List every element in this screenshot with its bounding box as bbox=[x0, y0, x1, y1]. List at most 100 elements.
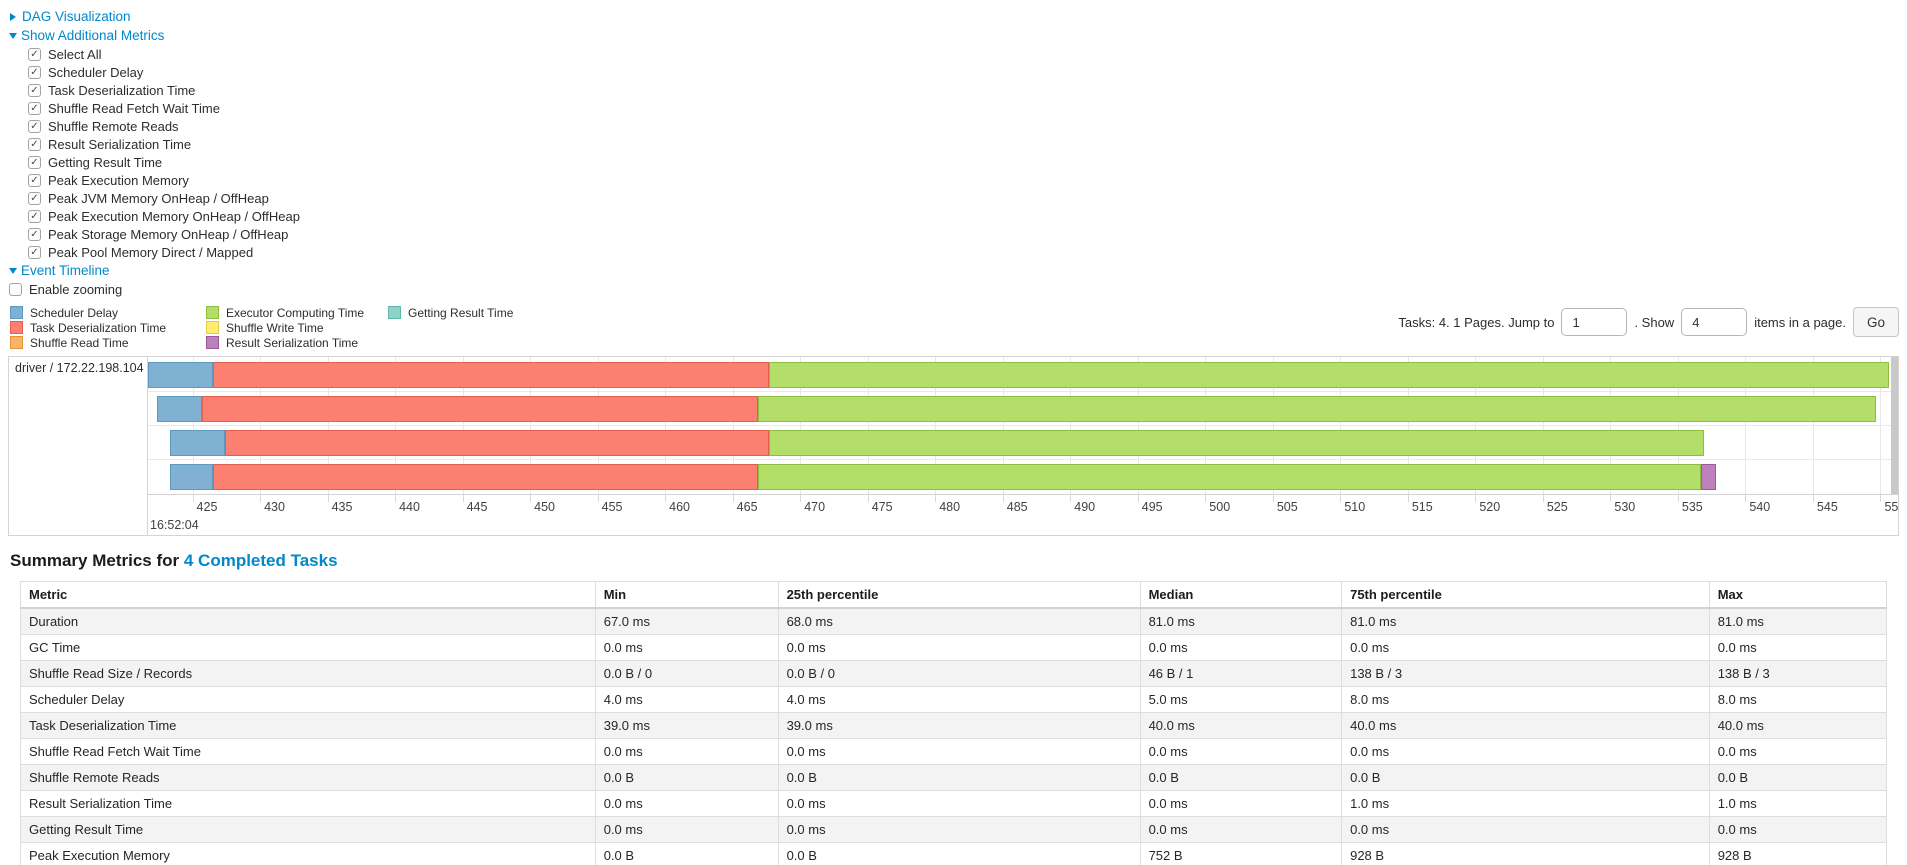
timeline-axis-tick bbox=[1070, 495, 1072, 502]
jump-to-page-input[interactable] bbox=[1561, 308, 1628, 336]
metric-value-cell: 928 B bbox=[1708, 842, 1888, 865]
task-bar-segment-scheduler_delay[interactable] bbox=[148, 362, 213, 388]
timeline-axis-tick bbox=[1880, 495, 1882, 502]
table-header-row: Metric Min 25th percentile Median 75th perce… bbox=[20, 581, 1888, 609]
enable-zooming-label: Enable zooming bbox=[29, 281, 123, 297]
metric-value-cell: 8.0 ms bbox=[1708, 686, 1888, 713]
task-bar-segment-executor_computing[interactable] bbox=[769, 430, 1704, 456]
task-bar-segment-executor_computing[interactable] bbox=[758, 464, 1701, 490]
chevron-right-icon bbox=[10, 12, 16, 21]
timeline-axis-tick-label: 510 bbox=[1344, 500, 1366, 514]
metric-checkbox-label: Scheduler Delay bbox=[48, 64, 144, 80]
metric-value-cell: 0.0 B bbox=[594, 842, 779, 865]
metric-checkbox[interactable]: ✓ bbox=[28, 83, 41, 97]
legend-swatch-getting_result bbox=[388, 306, 401, 319]
timeline-axis-tick-label: 545 bbox=[1816, 500, 1838, 514]
legend-label: Scheduler Delay bbox=[30, 305, 119, 320]
task-bar-segment-scheduler_delay[interactable] bbox=[169, 464, 213, 490]
metric-value-cell: 138 B / 3 bbox=[1341, 660, 1710, 687]
metric-value-cell: 0.0 ms bbox=[594, 816, 779, 843]
task-bar-segment-scheduler_delay[interactable] bbox=[169, 430, 225, 456]
metric-checkbox[interactable]: ✓ bbox=[28, 245, 41, 259]
metric-value-cell: 40.0 ms bbox=[1708, 712, 1888, 739]
metric-name-cell: Result Serialization Time bbox=[20, 790, 596, 817]
task-bar-segment-task_deserialization[interactable] bbox=[212, 464, 759, 490]
enable-zooming-checkbox[interactable]: ✓ bbox=[9, 282, 22, 296]
timeline-axis-tick-label: 515 bbox=[1411, 500, 1433, 514]
metrics-checkbox-list: ✓ Select All ✓ Scheduler Delay ✓ Task De… bbox=[8, 45, 1899, 261]
metric-name-cell: Peak Execution Memory bbox=[20, 842, 596, 865]
timeline-axis-tick-label: 490 bbox=[1074, 500, 1096, 514]
legend-item: Getting Result Time bbox=[388, 305, 513, 320]
metric-checkbox[interactable]: ✓ bbox=[28, 119, 41, 133]
task-bar-segment-task_deserialization[interactable] bbox=[212, 362, 770, 388]
metric-value-cell: 67.0 ms bbox=[594, 607, 779, 635]
metric-checkbox-label: Shuffle Remote Reads bbox=[48, 118, 179, 134]
metric-name-cell: Task Deserialization Time bbox=[20, 712, 596, 739]
legend-item: Result Serialization Time bbox=[206, 335, 388, 350]
metric-value-cell: 138 B / 3 bbox=[1708, 660, 1888, 687]
timeline-axis-tick-label: 525 bbox=[1546, 500, 1568, 514]
timeline-axis-tick bbox=[597, 495, 599, 502]
metric-checkbox[interactable]: ✓ bbox=[28, 227, 41, 241]
timeline-scrollbar[interactable] bbox=[1891, 357, 1898, 494]
table-column-header: Metric bbox=[20, 581, 596, 609]
metric-value-cell: 0.0 B / 0 bbox=[777, 660, 1141, 687]
legend-label: Shuffle Write Time bbox=[226, 320, 324, 335]
completed-tasks-link[interactable]: 4 Completed Tasks bbox=[183, 551, 338, 570]
table-row: Shuffle Read Fetch Wait Time 0.0 ms 0.0 m… bbox=[20, 738, 1888, 765]
metric-name-cell: Shuffle Remote Reads bbox=[20, 764, 596, 791]
event-timeline-label: Event Timeline bbox=[21, 263, 110, 278]
metric-checkbox-row: ✓ Result Serialization Time bbox=[8, 135, 1899, 153]
metric-checkbox[interactable]: ✓ bbox=[28, 137, 41, 151]
summary-title-prefix: Summary Metrics for bbox=[10, 551, 180, 570]
go-button[interactable]: Go bbox=[1852, 307, 1899, 337]
metric-value-cell: 0.0 ms bbox=[594, 790, 779, 817]
legend-item: Task Deserialization Time bbox=[10, 320, 206, 335]
metric-checkbox[interactable]: ✓ bbox=[28, 173, 41, 187]
show-additional-metrics-toggle[interactable]: Show Additional Metrics bbox=[8, 28, 164, 43]
items-per-page-input[interactable] bbox=[1681, 308, 1748, 336]
task-bar-segment-task_deserialization[interactable] bbox=[202, 396, 759, 422]
metric-value-cell: 68.0 ms bbox=[777, 607, 1141, 635]
metric-name-cell: GC Time bbox=[20, 634, 596, 661]
metric-checkbox[interactable]: ✓ bbox=[28, 101, 41, 115]
dag-visualization-toggle[interactable]: DAG Visualization bbox=[8, 9, 131, 24]
metric-checkbox-row: ✓ Scheduler Delay bbox=[8, 63, 1899, 81]
metric-checkbox-row: ✓ Peak JVM Memory OnHeap / OffHeap bbox=[8, 189, 1899, 207]
timeline-axis-tick-label: 535 bbox=[1681, 500, 1703, 514]
table-column-header: 25th percentile bbox=[777, 581, 1141, 609]
metric-value-cell: 0.0 ms bbox=[777, 816, 1141, 843]
metric-checkbox[interactable]: ✓ bbox=[28, 65, 41, 79]
timeline-axis-tick bbox=[1340, 495, 1342, 502]
table-body: Duration 67.0 ms 68.0 ms 81.0 ms 81.0 ms 81.… bbox=[20, 607, 1888, 865]
timeline-axis-tick-label: 435 bbox=[331, 500, 353, 514]
metric-checkbox[interactable]: ✓ bbox=[28, 155, 41, 169]
metric-value-cell: 0.0 ms bbox=[777, 790, 1141, 817]
timeline-axis-tick bbox=[800, 495, 802, 502]
event-timeline-toggle[interactable]: Event Timeline bbox=[8, 263, 110, 278]
metric-checkbox[interactable]: ✓ bbox=[28, 209, 41, 223]
task-bar-segment-task_deserialization[interactable] bbox=[224, 430, 770, 456]
metric-name-cell: Getting Result Time bbox=[20, 816, 596, 843]
metric-value-cell: 0.0 B / 0 bbox=[594, 660, 779, 687]
timeline-axis-tick bbox=[1137, 495, 1139, 502]
table-row: Result Serialization Time 0.0 ms 0.0 ms 0.… bbox=[20, 790, 1888, 817]
task-bar-segment-scheduler_delay[interactable] bbox=[157, 396, 202, 422]
table-row: Shuffle Remote Reads 0.0 B 0.0 B 0.0 B 0.0 … bbox=[20, 764, 1888, 791]
timeline-axis-tick bbox=[1475, 495, 1477, 502]
task-bar-segment-executor_computing[interactable] bbox=[769, 362, 1889, 388]
metric-value-cell: 4.0 ms bbox=[777, 686, 1141, 713]
timeline-header: Scheduler Delay Task Deserialization Tim… bbox=[8, 305, 1899, 350]
legend-swatch-result_serialization bbox=[206, 336, 219, 349]
summary-metrics-table: Metric Min 25th percentile Median 75th perce… bbox=[20, 581, 1888, 865]
task-bar-segment-executor_computing[interactable] bbox=[758, 396, 1877, 422]
timeline-axis-tick-label: 470 bbox=[804, 500, 826, 514]
legend-item: Executor Computing Time bbox=[206, 305, 388, 320]
task-bar-segment-result_serialization[interactable] bbox=[1700, 464, 1716, 490]
metric-value-cell: 8.0 ms bbox=[1341, 686, 1710, 713]
metric-name-cell: Shuffle Read Size / Records bbox=[20, 660, 596, 687]
metric-checkbox[interactable]: ✓ bbox=[28, 191, 41, 205]
metric-checkbox[interactable]: ✓ bbox=[28, 47, 41, 61]
legend-label: Executor Computing Time bbox=[226, 305, 365, 320]
